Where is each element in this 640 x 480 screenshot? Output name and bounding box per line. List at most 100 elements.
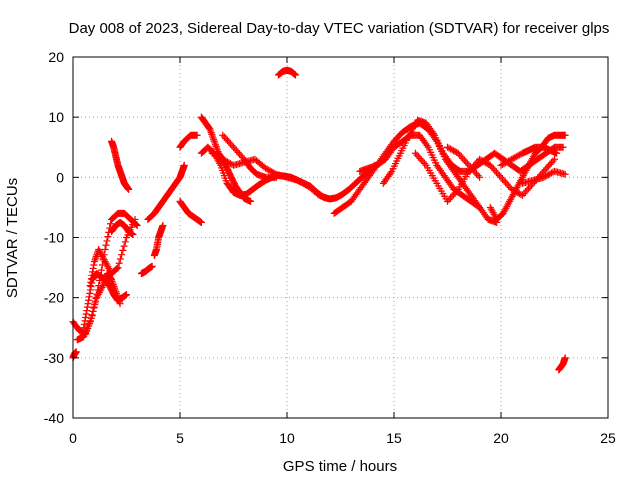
- series-arc-7: [137, 262, 156, 278]
- data-point: [272, 173, 280, 181]
- data-point: [148, 262, 156, 270]
- data-point: [445, 144, 453, 152]
- data-point: [80, 324, 88, 332]
- y-tick-label: -30: [44, 350, 64, 366]
- data-point: [503, 180, 511, 188]
- data-point: [499, 160, 507, 168]
- data-point: [511, 154, 519, 162]
- data-point: [547, 159, 555, 167]
- data-point: [219, 155, 227, 163]
- data-point: [523, 186, 531, 194]
- data-point: [489, 165, 497, 173]
- data-points: [69, 66, 569, 374]
- data-point: [502, 178, 510, 186]
- data-point: [213, 144, 221, 152]
- data-point: [214, 153, 222, 161]
- data-point: [488, 163, 496, 171]
- data-point: [518, 191, 526, 199]
- data-point: [207, 127, 215, 135]
- data-point: [465, 161, 473, 169]
- data-point: [220, 133, 228, 141]
- data-point: [549, 157, 557, 165]
- data-point: [462, 158, 470, 166]
- data-point: [447, 145, 455, 153]
- data-point: [220, 156, 228, 164]
- data-point: [86, 289, 94, 297]
- data-point: [468, 165, 476, 173]
- data-point: [86, 318, 94, 326]
- data-point: [82, 313, 90, 321]
- x-tick-label: 15: [386, 430, 402, 446]
- data-point: [450, 191, 458, 199]
- data-point: [85, 293, 93, 301]
- data-point: [460, 156, 468, 164]
- data-point: [87, 278, 95, 286]
- data-point: [265, 166, 273, 174]
- data-point: [469, 166, 477, 174]
- data-point: [544, 162, 552, 170]
- data-point: [547, 169, 555, 177]
- data-point: [99, 282, 107, 290]
- data-point: [231, 145, 239, 153]
- axis-ticks: 0 5 10 15 20 25 -40 -30 -20 -10 0 10 20: [44, 49, 616, 446]
- data-point: [540, 173, 548, 181]
- data-point: [445, 196, 453, 204]
- y-tick-label: 10: [48, 109, 64, 125]
- data-point: [91, 301, 99, 309]
- data-point: [89, 268, 97, 276]
- data-point: [457, 153, 465, 161]
- data-point: [101, 246, 109, 254]
- x-tick-label: 5: [176, 430, 184, 446]
- series-arc-11: [176, 131, 201, 151]
- data-point: [114, 264, 122, 272]
- data-point: [226, 140, 234, 148]
- data-point: [500, 160, 508, 168]
- data-point: [482, 159, 490, 167]
- data-point: [474, 172, 482, 180]
- data-point: [506, 156, 514, 164]
- data-point: [213, 152, 221, 160]
- data-point: [223, 136, 231, 144]
- data-point: [544, 171, 552, 179]
- data-point: [103, 237, 111, 245]
- series-arc-25: [555, 354, 569, 374]
- data-point: [91, 256, 99, 264]
- data-point: [222, 157, 230, 165]
- data-point: [505, 182, 513, 190]
- data-point: [541, 166, 549, 174]
- data-point: [466, 163, 474, 171]
- data-point: [230, 143, 237, 151]
- data-point: [512, 153, 520, 161]
- data-point: [83, 307, 91, 315]
- data-point: [540, 167, 548, 175]
- data-point: [500, 177, 508, 185]
- data-point: [119, 246, 127, 254]
- data-point: [88, 271, 96, 279]
- data-point: [206, 125, 214, 133]
- data-point: [423, 142, 431, 150]
- data-point: [521, 188, 529, 196]
- data-point: [387, 169, 395, 177]
- data-point: [72, 348, 80, 356]
- data-point: [480, 158, 488, 166]
- data-point: [88, 311, 96, 319]
- data-point: [486, 161, 494, 169]
- data-point: [85, 296, 93, 304]
- data-point: [102, 241, 110, 249]
- data-point: [90, 261, 98, 269]
- data-point: [208, 149, 216, 157]
- data-point: [210, 137, 218, 145]
- y-tick-label: 20: [48, 49, 64, 65]
- data-point: [89, 307, 97, 315]
- series-arc-18: [356, 131, 484, 211]
- data-point: [476, 173, 484, 181]
- data-point: [107, 220, 115, 228]
- data-point: [262, 164, 270, 172]
- data-point: [108, 276, 116, 284]
- data-point: [133, 221, 141, 229]
- data-point: [494, 170, 502, 178]
- data-point: [123, 291, 130, 299]
- data-point: [508, 155, 516, 163]
